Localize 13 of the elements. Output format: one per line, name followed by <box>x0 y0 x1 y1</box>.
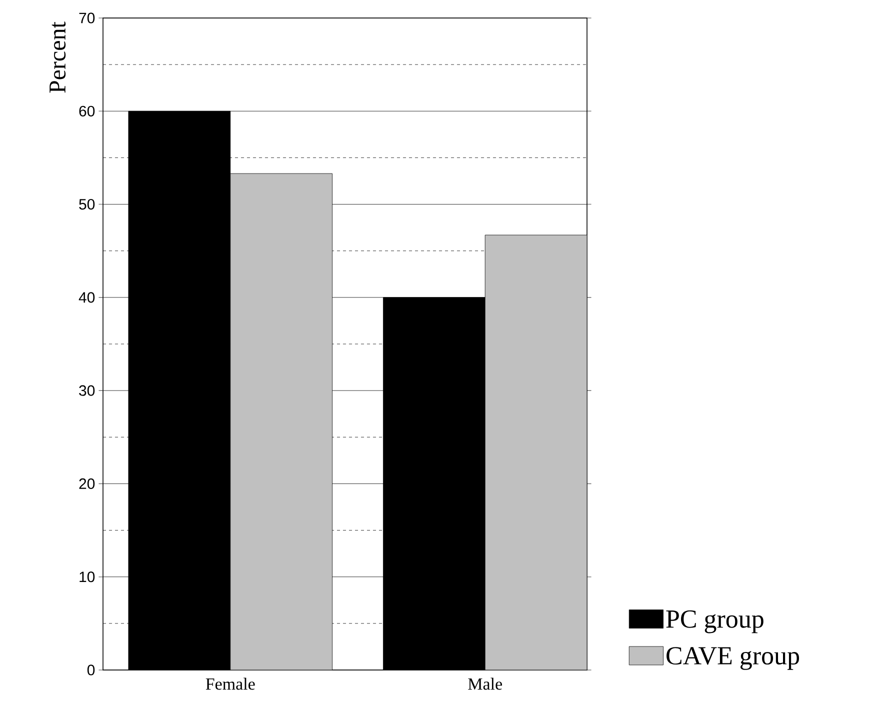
y-tick-label: 0 <box>87 664 95 676</box>
x-tick-label: Female <box>206 678 255 690</box>
y-tick-label: 40 <box>78 292 95 303</box>
x-tick-label: Male <box>468 678 502 690</box>
y-tick-label: 10 <box>80 572 95 582</box>
y-tick-label: 30 <box>79 385 95 396</box>
y-axis-title: Percent <box>50 22 66 93</box>
y-tick-label: 50 <box>79 198 95 210</box>
y-tick-label: 70 <box>79 12 95 24</box>
y-tick-label: 60 <box>79 106 95 116</box>
legend-label: CAVE group <box>666 647 800 670</box>
y-tick-label: 20 <box>79 478 95 490</box>
legend-label: PC group <box>666 610 764 634</box>
